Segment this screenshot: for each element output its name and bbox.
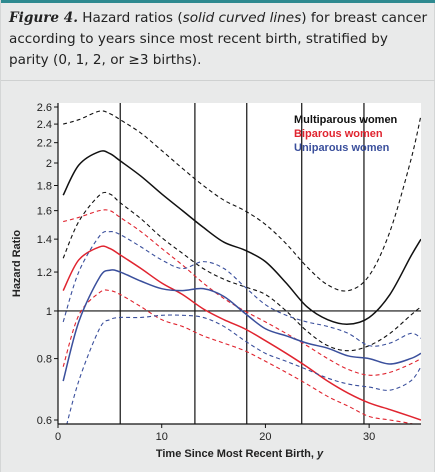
y-tick-label: 0.8 [37,354,52,366]
accent-bar [1,0,435,3]
y-tick-label: 0.6 [37,415,52,427]
caption-text-2: ) for breast cancer according to years s… [9,10,428,68]
uniparous-lower-ci-line [66,314,421,424]
plot-background [58,103,421,424]
axes: 0.6 0.8 1 1.2 1.4 1.6 1.8 2 2.2 2.4 2.6 0 10 20 30 Time… [11,102,421,460]
y-tick-label: 1.6 [37,206,52,218]
x-tick-label: 20 [259,431,271,443]
plot-area [58,103,421,424]
multiparous-hazard-line [62,150,421,325]
caption-text-1: Hazard ratios ( [77,10,183,26]
caption-divider [1,80,435,81]
legend: Multiparous women Biparous women Uniparous… [294,114,398,154]
y-tick-label: 2.2 [37,138,52,150]
biparous-hazard-line [62,245,421,421]
y-tick-label: 2.6 [37,102,52,114]
caption-emphasis: solid curved lines [182,10,302,26]
legend-uniparous: Uniparous women [294,142,390,154]
y-tick-label: 1 [46,306,52,318]
biparous-lower-ci-line [62,289,415,424]
uniparous-upper-ci-line [62,230,421,347]
x-tick-label: 0 [55,431,61,443]
y-tick-label: 1.8 [37,180,52,192]
figure-label: Figure 4. [9,10,78,26]
y-axis-title: Hazard Ratio [11,230,23,298]
x-tick-label: 30 [363,431,375,443]
y-tick-label: 2 [46,158,52,170]
x-axis-title: Time Since Most Recent Birth, y [156,448,324,460]
y-tick-label: 2.4 [37,119,52,131]
uniparous-hazard-line [62,269,421,382]
y-tick-label: 1.4 [37,234,52,246]
figure-caption: Figure 4. Hazard ratios (solid curved li… [9,8,429,71]
legend-multiparous: Multiparous women [294,114,398,126]
legend-biparous: Biparous women [294,128,383,140]
x-tick-label: 10 [156,431,168,443]
multiparous-upper-ci-line [63,110,421,292]
y-tick-label: 1.2 [37,267,52,279]
multiparous-lower-ci-line [62,191,421,352]
